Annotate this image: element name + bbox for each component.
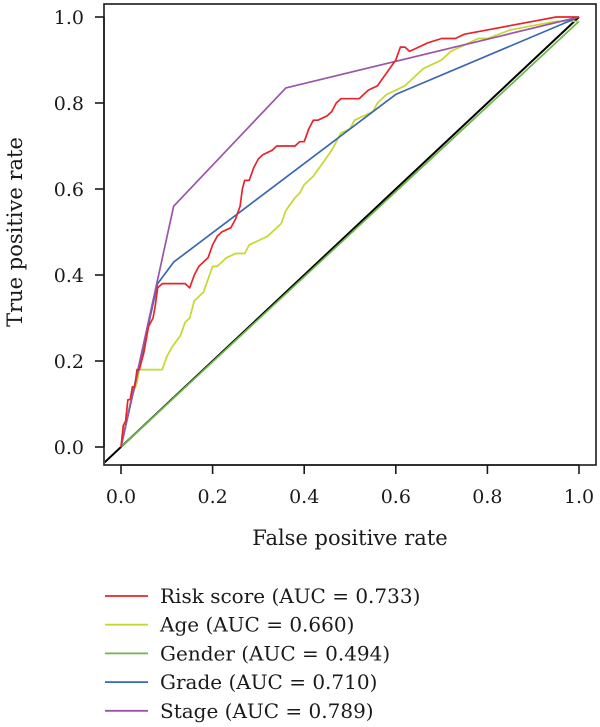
- y-tick-label: 0.4: [54, 265, 84, 287]
- x-tick-label: 0.8: [472, 486, 502, 508]
- legend-label: Stage (AUC = 0.789): [160, 699, 374, 723]
- x-axis-title: False positive rate: [252, 526, 447, 550]
- y-tick-label: 1.0: [54, 7, 84, 29]
- legend: Risk score (AUC = 0.733) Age (AUC = 0.660…: [105, 584, 420, 723]
- series-line-stage: [120, 16, 580, 448]
- series-line-age: [120, 20, 579, 448]
- legend-label: Gender (AUC = 0.494): [160, 641, 390, 665]
- x-tick-label: 0.4: [289, 486, 319, 508]
- x-tick-label: 0.6: [381, 486, 411, 508]
- y-tick-label: 0.2: [54, 351, 84, 373]
- x-axis: 0.0 0.2 0.4 0.6 0.8 1.0: [106, 464, 594, 508]
- x-tick-label: 1.0: [564, 486, 594, 508]
- y-axis: 0.0 0.2 0.4 0.6 0.8 1.0: [54, 7, 105, 459]
- y-tick-label: 0.0: [54, 437, 84, 459]
- y-tick-label: 0.8: [54, 93, 84, 115]
- y-tick-label: 0.6: [54, 179, 84, 201]
- x-tick-label: 0.0: [106, 486, 136, 508]
- plot-lines: [105, 16, 580, 464]
- series-line-risk-score: [120, 16, 579, 448]
- legend-label: Risk score (AUC = 0.733): [160, 584, 420, 608]
- legend-label: Grade (AUC = 0.710): [160, 670, 377, 694]
- legend-label: Age (AUC = 0.660): [159, 613, 354, 637]
- series-line-gender: [120, 20, 580, 448]
- x-tick-label: 0.2: [197, 486, 227, 508]
- y-axis-title: True positive rate: [3, 137, 27, 327]
